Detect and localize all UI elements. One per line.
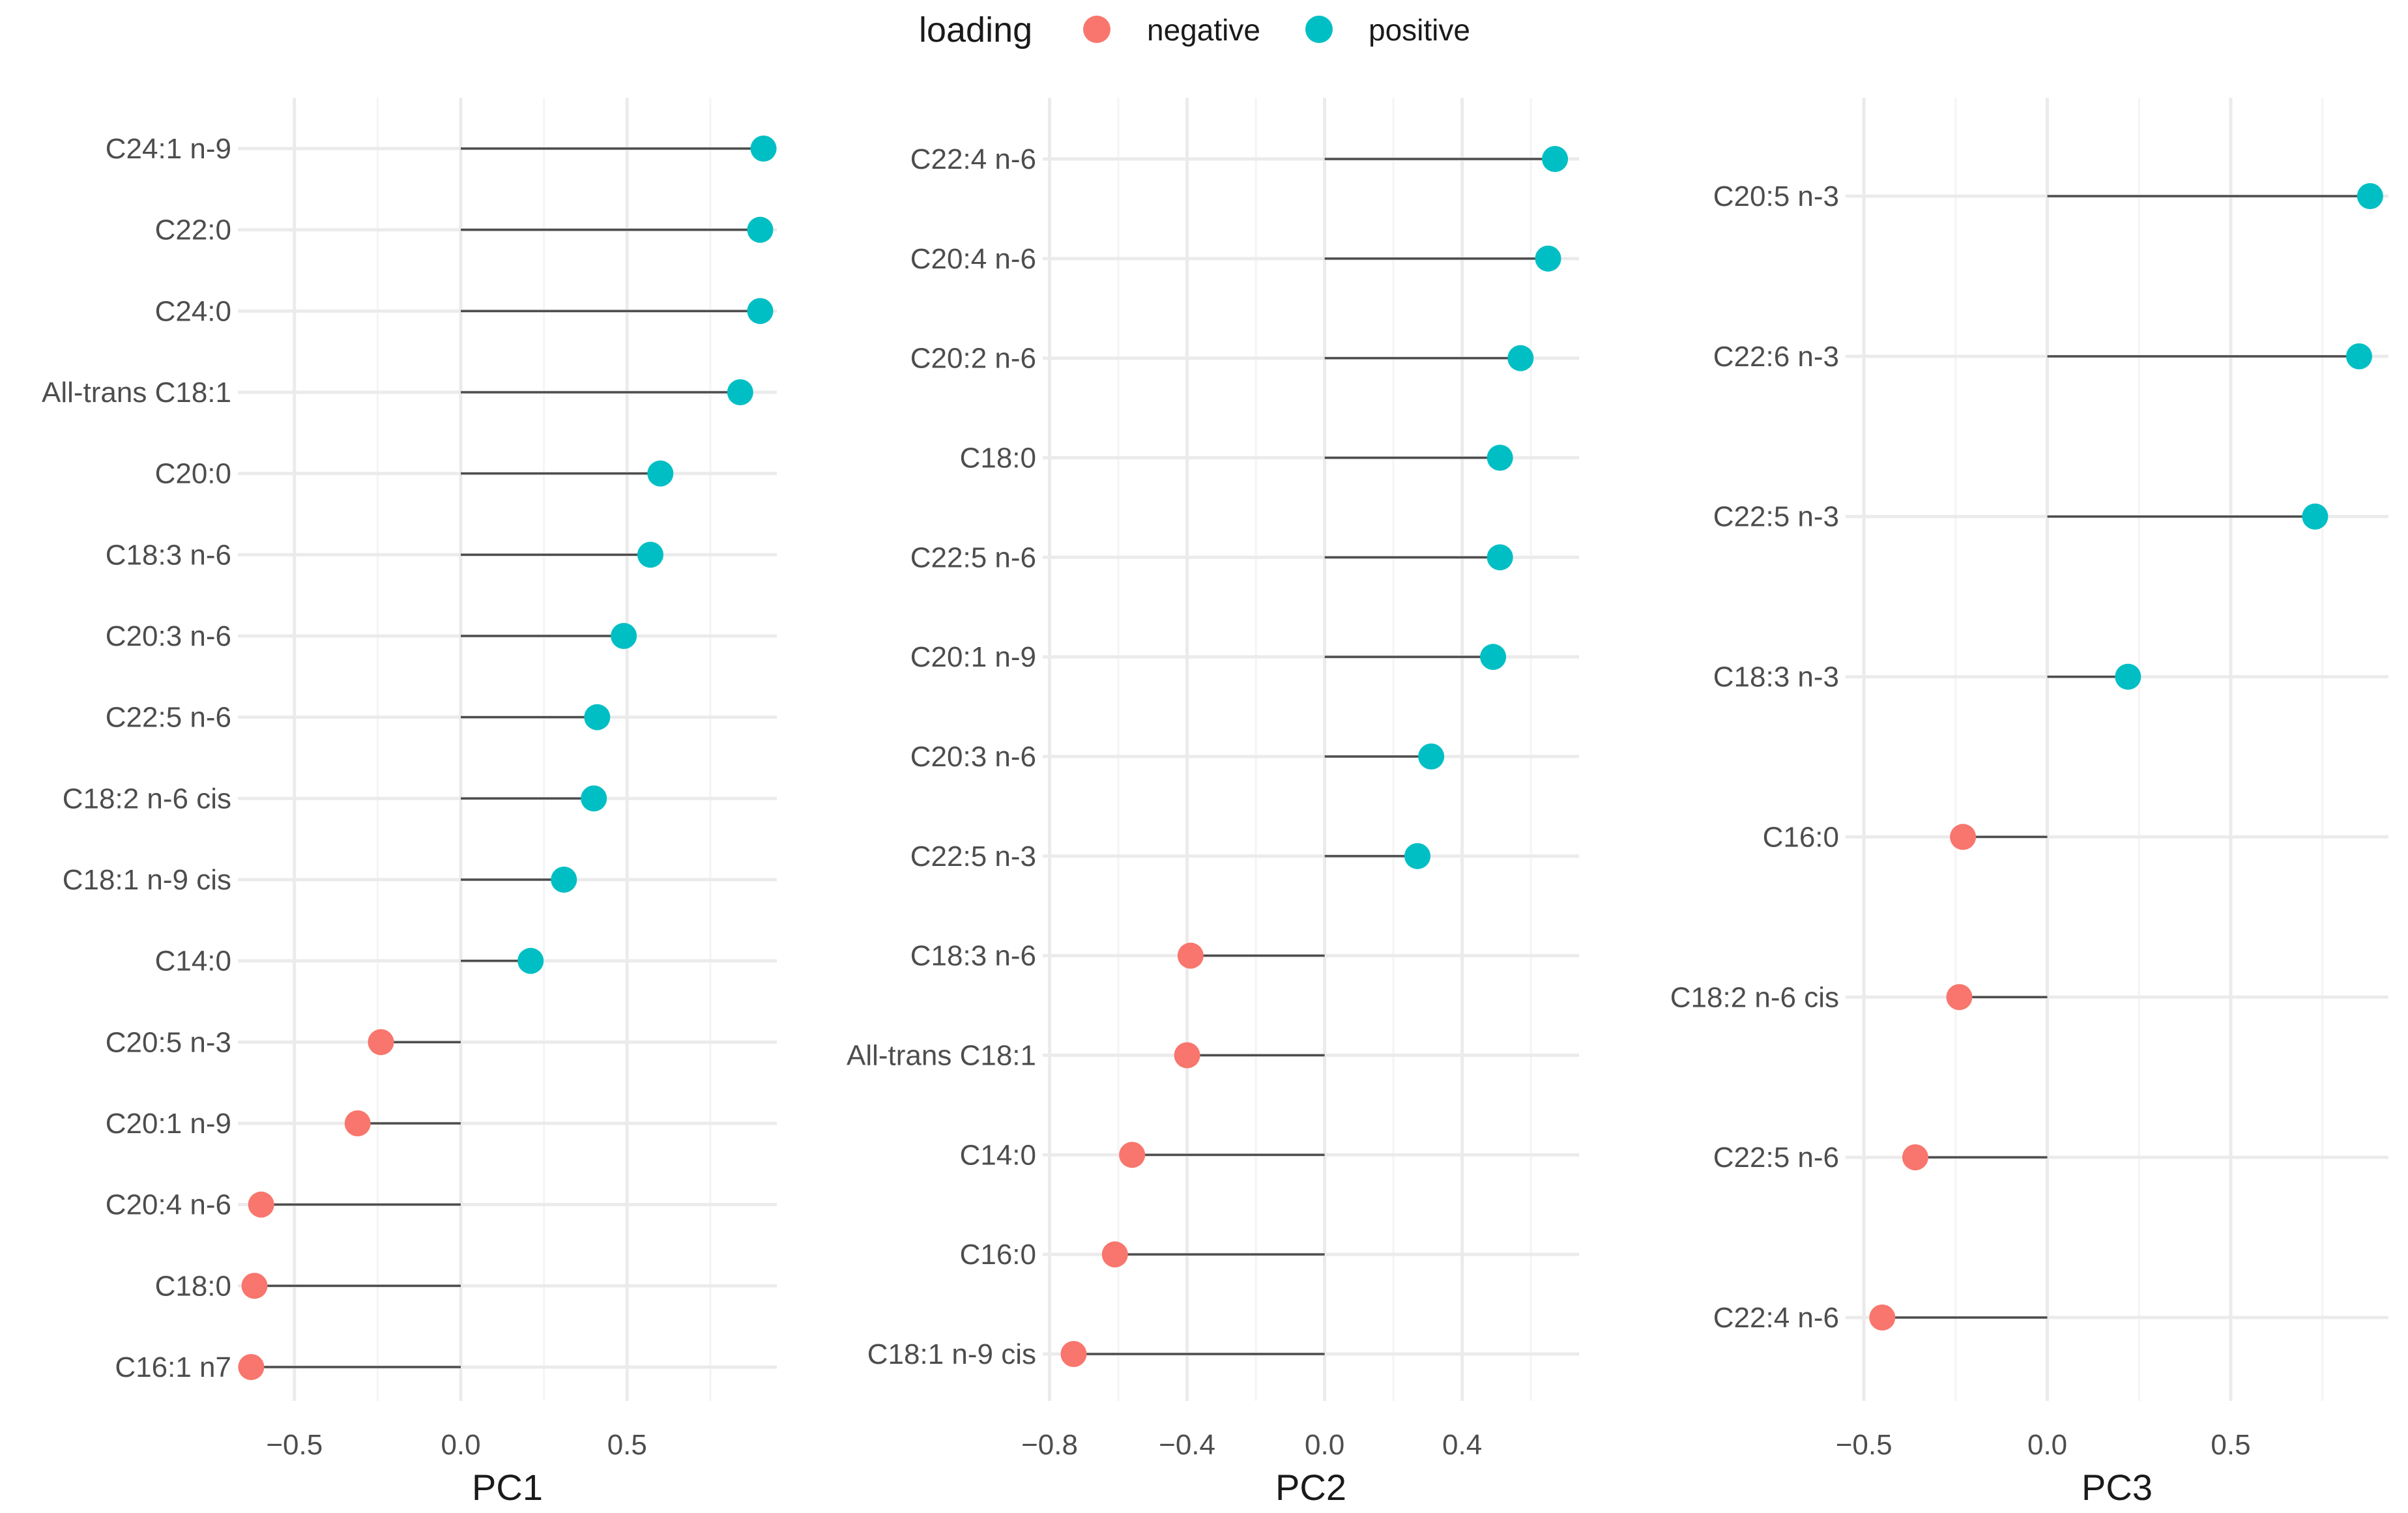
y-tick-label: C22:5 n-6	[106, 702, 231, 734]
x-axis-title: PC1	[472, 1467, 543, 1508]
x-tick-label: 0.4	[1442, 1429, 1482, 1461]
point-pc1-13	[248, 1191, 274, 1218]
y-tick-label: C20:4 n-6	[910, 243, 1036, 275]
point-pc2-11	[1101, 1241, 1128, 1268]
point-pc3-7	[1869, 1304, 1896, 1331]
y-tick-label: C22:0	[155, 214, 231, 246]
y-tick-label: C16:1 n7	[115, 1351, 231, 1383]
y-tick-label: C22:5 n-6	[1713, 1142, 1839, 1174]
y-tick-label: C20:5 n-3	[106, 1026, 231, 1058]
y-tick-label: C20:3 n-6	[910, 741, 1036, 773]
point-pc2-3	[1487, 444, 1513, 471]
point-pc1-15	[238, 1354, 265, 1380]
y-tick-label: C20:5 n-3	[1713, 180, 1839, 212]
x-tick-label: 0.5	[2211, 1429, 2250, 1461]
point-pc1-10	[517, 947, 544, 974]
point-pc1-12	[344, 1110, 371, 1136]
panel-pc1: C24:1 n-9 C22:0 C24:0 All-trans C18:1 C20:0 C…	[42, 98, 777, 1508]
point-pc1-5	[637, 541, 664, 568]
legend-swatch-positive	[1305, 16, 1333, 43]
point-pc2-8	[1177, 942, 1204, 969]
legend-title: loading	[919, 10, 1032, 50]
point-pc2-10	[1119, 1142, 1146, 1168]
y-tick-label: C18:3 n-6	[106, 539, 231, 571]
y-tick-label: C18:3 n-6	[910, 940, 1036, 972]
point-pc2-1	[1535, 245, 1561, 272]
y-tick-label: C22:4 n-6	[1713, 1302, 1839, 1334]
point-pc2-0	[1542, 146, 1569, 172]
x-tick-label: 0.0	[2027, 1429, 2067, 1461]
point-pc2-2	[1507, 345, 1534, 371]
y-tick-label: C20:1 n-9	[910, 641, 1036, 673]
y-tick-label: C14:0	[155, 945, 231, 977]
y-tick-label: C18:3 n-3	[1713, 661, 1839, 693]
y-tick-label: C18:1 n-9 cis	[867, 1338, 1036, 1370]
point-pc3-0	[2357, 183, 2383, 209]
point-pc3-2	[2302, 503, 2328, 530]
point-pc1-11	[368, 1029, 394, 1056]
x-axis-title: PC2	[1275, 1467, 1346, 1508]
x-tick-label: −0.8	[1021, 1429, 1078, 1461]
legend-label-positive: positive	[1369, 13, 1470, 47]
point-pc1-4	[647, 460, 674, 487]
y-tick-label: C20:1 n-9	[106, 1108, 231, 1140]
point-pc1-0	[750, 136, 777, 162]
y-tick-label: C22:5 n-3	[1713, 501, 1839, 533]
y-tick-label: C18:0	[155, 1270, 231, 1302]
point-pc1-9	[551, 867, 577, 893]
point-pc3-6	[1902, 1144, 1928, 1171]
x-tick-label: −0.5	[1836, 1429, 1893, 1461]
panel-pc2: C22:4 n-6 C20:4 n-6 C20:2 n-6 C18:0 C22:5 n-…	[847, 98, 1579, 1508]
y-tick-label: C18:0	[960, 442, 1036, 474]
y-tick-label: C20:3 n-6	[106, 620, 231, 652]
point-pc2-12	[1060, 1341, 1087, 1367]
panels: C24:1 n-9 C22:0 C24:0 All-trans C18:1 C20:0 C…	[42, 98, 2388, 1508]
point-pc1-14	[241, 1273, 268, 1299]
y-tick-label: C22:6 n-3	[1713, 341, 1839, 373]
point-pc1-7	[584, 704, 611, 730]
x-axis-title: PC3	[2082, 1467, 2153, 1508]
point-pc2-6	[1418, 743, 1445, 770]
y-tick-label: C14:0	[960, 1139, 1036, 1171]
x-tick-label: 0.5	[607, 1429, 647, 1461]
point-pc3-1	[2345, 343, 2372, 369]
y-tick-label: C18:1 n-9 cis	[63, 864, 231, 896]
y-tick-label: C22:5 n-3	[910, 841, 1036, 872]
y-tick-label: C16:0	[960, 1239, 1036, 1271]
x-tick-label: −0.5	[266, 1429, 323, 1461]
point-pc1-3	[727, 379, 753, 405]
point-pc3-3	[2115, 663, 2141, 690]
y-tick-label: C20:2 n-6	[910, 343, 1036, 375]
legend-swatch-negative	[1083, 16, 1110, 43]
point-pc2-5	[1480, 644, 1507, 670]
point-pc3-4	[1950, 824, 1977, 850]
y-tick-label: C20:4 n-6	[106, 1189, 231, 1221]
point-pc1-2	[747, 298, 774, 324]
point-pc1-6	[611, 623, 637, 649]
y-tick-label: All-trans C18:1	[847, 1040, 1036, 1072]
y-tick-label: C22:4 n-6	[910, 143, 1036, 175]
point-pc2-7	[1404, 843, 1431, 869]
legend: loading negative positive	[919, 10, 1470, 50]
point-pc2-9	[1174, 1042, 1200, 1069]
x-tick-label: −0.4	[1159, 1429, 1215, 1461]
y-tick-label: C24:1 n-9	[106, 133, 231, 165]
y-tick-label: C20:0	[155, 458, 231, 490]
y-tick-label: C22:5 n-6	[910, 541, 1036, 573]
y-tick-label: All-trans C18:1	[42, 377, 231, 409]
point-pc2-4	[1487, 544, 1513, 571]
point-pc1-8	[581, 785, 607, 812]
y-tick-label: C18:2 n-6 cis	[1670, 981, 1839, 1013]
legend-label-negative: negative	[1147, 13, 1260, 47]
y-tick-label: C16:0	[1763, 821, 1839, 853]
point-pc1-1	[747, 216, 774, 243]
x-tick-label: 0.0	[1305, 1429, 1344, 1461]
x-tick-label: 0.0	[441, 1429, 480, 1461]
panel-pc3: C20:5 n-3 C22:6 n-3 C22:5 n-3 C18:3 n-3 C16:…	[1670, 98, 2388, 1508]
y-tick-label: C24:0	[155, 295, 231, 327]
y-tick-label: C18:2 n-6 cis	[63, 783, 231, 814]
point-pc3-5	[1946, 984, 1973, 1011]
